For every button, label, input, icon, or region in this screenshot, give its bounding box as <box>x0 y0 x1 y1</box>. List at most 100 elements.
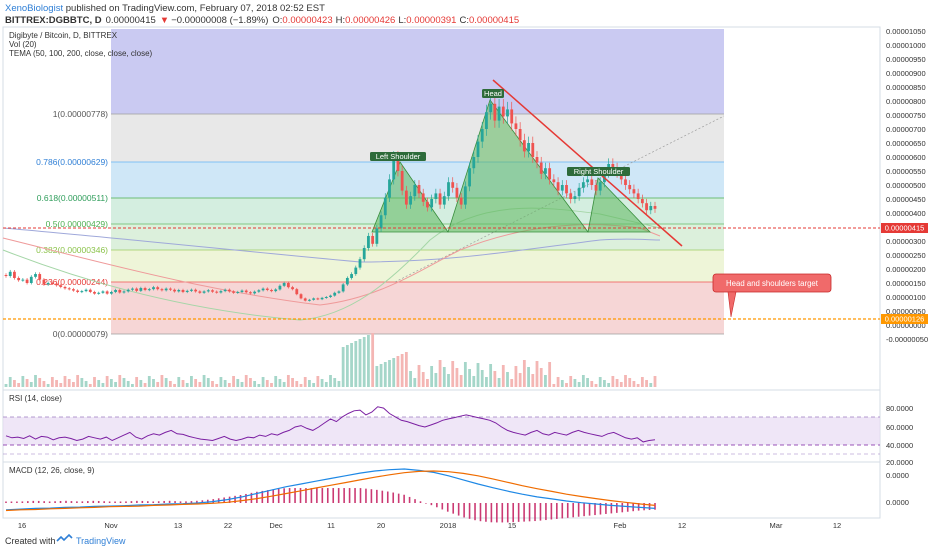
footer-brand[interactable]: TradingView <box>76 536 126 546</box>
volume-bar <box>417 365 421 387</box>
volume-bar <box>337 381 341 387</box>
macd-hist-bar <box>337 488 340 503</box>
volume-bar <box>400 354 404 387</box>
volume-bar <box>577 382 581 387</box>
candle-body <box>227 289 231 292</box>
macd-hist-bar <box>196 500 198 503</box>
candle-body <box>194 289 198 292</box>
candle-body <box>4 275 8 277</box>
macd-hist-bar <box>463 503 465 518</box>
candle-body <box>333 292 337 296</box>
volume-bar <box>282 382 286 387</box>
macd-hist-bar <box>81 501 84 503</box>
macd-hist-bar <box>626 503 629 512</box>
fib-label-0: 0(0.00000079) <box>53 329 108 339</box>
volume-bar <box>645 380 648 387</box>
volume-bar <box>447 374 450 387</box>
candle-body <box>556 182 560 191</box>
macd-hist-bar <box>310 488 313 503</box>
rsi-band <box>3 417 880 445</box>
macd-hist-bar <box>605 503 607 514</box>
macd-hist-bar <box>523 503 525 522</box>
volume-bar <box>468 369 471 387</box>
macd-hist-bar <box>43 501 45 503</box>
candle-body <box>46 283 50 285</box>
volume-bar <box>392 358 396 387</box>
macd-hist-bar <box>305 488 307 503</box>
candle-body <box>565 185 568 194</box>
volume-bar <box>194 379 198 387</box>
candle-body <box>190 289 193 291</box>
volume-bar <box>552 384 556 387</box>
fib-label-618: 0.618(0.00000511) <box>37 193 108 203</box>
fib-labels: 1(0.00000778) 0.786(0.00000629) 0.618(0.… <box>36 109 108 339</box>
volume-bar <box>67 379 71 387</box>
candle-body <box>324 297 328 298</box>
volume-bar <box>640 377 644 387</box>
candle-body <box>122 291 126 293</box>
candle-body <box>13 271 16 278</box>
price-axis[interactable]: 0.00001050 0.00001000 0.00000950 0.00000900… <box>886 27 928 344</box>
candle-body <box>63 286 67 289</box>
candle-body <box>215 291 219 293</box>
volume-bar <box>404 352 408 387</box>
candle-body <box>501 106 505 117</box>
macd-hist-bar <box>76 501 78 503</box>
volume-bar <box>539 368 543 387</box>
candle-body <box>173 289 176 292</box>
volume-bar <box>476 363 480 387</box>
candle-body <box>278 285 282 290</box>
candle-body <box>426 201 429 208</box>
volume-bar <box>367 335 370 387</box>
open-label: O: <box>272 15 282 26</box>
volume-bar <box>236 379 240 387</box>
candle-body <box>147 289 151 291</box>
candle-body <box>362 248 366 260</box>
volume-bar <box>21 376 25 387</box>
candle-body <box>379 215 383 229</box>
candle-body <box>240 290 244 292</box>
volume-bar <box>438 360 442 387</box>
volume-bar <box>50 377 54 387</box>
time-tick: 16 <box>18 521 26 530</box>
volume-bar <box>202 375 206 387</box>
price-tick: 0.00000200 <box>886 265 926 274</box>
macd-hist-bar <box>125 501 127 503</box>
macd-hist-bar <box>321 488 324 503</box>
candle-body <box>590 179 594 185</box>
volume-bar <box>379 364 383 387</box>
candle-body <box>34 274 37 277</box>
macd-hist-bar <box>643 503 645 511</box>
volume-bar <box>211 381 214 387</box>
macd-hist-bar <box>54 501 56 503</box>
candle-body <box>97 292 101 294</box>
price-tick: 0.00000850 <box>886 83 926 92</box>
volume-bar <box>278 379 282 387</box>
macd-panel[interactable] <box>2 461 881 519</box>
candle-body <box>206 290 210 292</box>
price-tick: 0.00000400 <box>886 209 926 218</box>
macd-hist-bar <box>146 501 149 503</box>
volume-bar <box>147 376 151 387</box>
volume-bar <box>261 377 265 387</box>
macd-hist-bar <box>190 501 193 503</box>
volume-bar <box>59 383 63 387</box>
author-link[interactable]: XenoBiologist <box>5 3 63 14</box>
volume-bar <box>156 382 160 387</box>
volume-bar <box>510 379 514 387</box>
macd-hist-bar <box>550 503 553 520</box>
candle-body <box>25 279 29 283</box>
candle-body <box>118 290 122 293</box>
candle-body <box>569 193 573 199</box>
volume-bar <box>29 382 33 387</box>
target-callout[interactable]: Head and shoulders target <box>712 273 832 318</box>
candle-body <box>38 274 42 280</box>
candle-body <box>270 290 273 292</box>
descending-trend-line[interactable] <box>492 79 683 247</box>
volume-bar <box>303 377 307 387</box>
volume-bar <box>206 378 210 387</box>
candle-body <box>114 290 117 292</box>
time-axis[interactable]: 16 Nov 13 22 Dec 11 20 2018 15 Feb 12 Mar 12 <box>18 521 841 530</box>
macd-hist-bar <box>517 503 520 522</box>
time-tick: Nov <box>104 521 118 530</box>
